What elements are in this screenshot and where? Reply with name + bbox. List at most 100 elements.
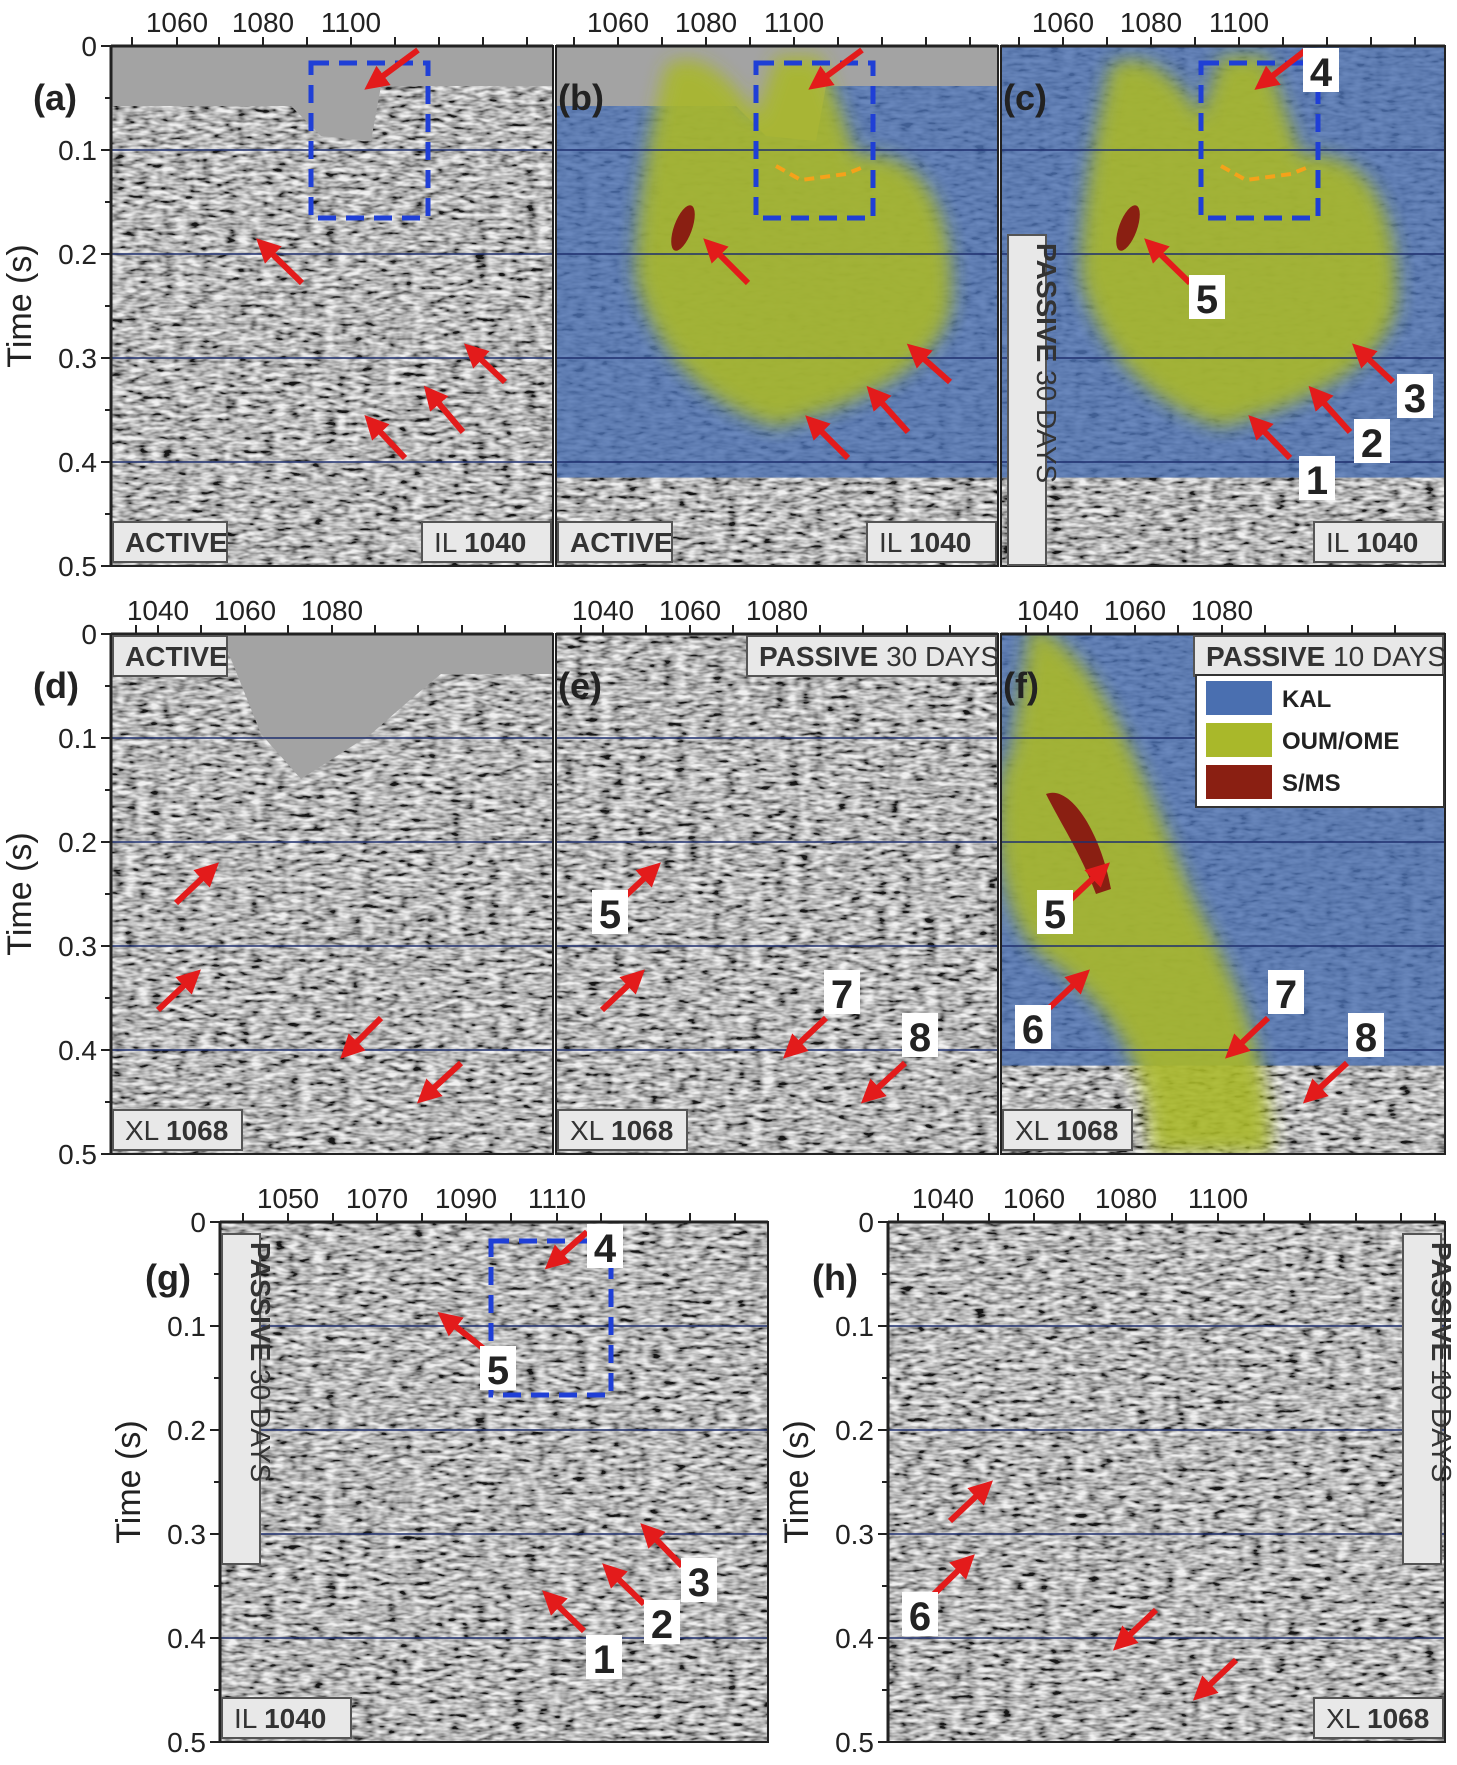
marker-number-box [1189, 275, 1225, 319]
y-tick-label: 0.1 [167, 1311, 206, 1342]
x-tick-label: 1050 [257, 1183, 319, 1214]
marker-number: 7 [1275, 973, 1297, 1017]
panel-tag [866, 521, 997, 563]
red-arrow-icon [805, 415, 851, 461]
oum-ome-body [1081, 56, 1397, 426]
orange-dashed-line [1220, 164, 1312, 183]
panel-tag [557, 521, 673, 563]
red-arrow-icon [256, 238, 305, 286]
panel-tag [421, 521, 552, 563]
panel-tag-label: PASSIVE 10 DAYS [1206, 641, 1446, 672]
x-tick-label: 1070 [346, 1183, 408, 1214]
y-tick-label: 0 [190, 1207, 206, 1238]
mute-zone [111, 46, 553, 141]
s-ms-body [1116, 205, 1140, 251]
y-tick-label: 0.3 [835, 1519, 874, 1550]
x-tick-label: 1080 [232, 7, 294, 38]
legend-swatch [1206, 723, 1272, 757]
panel-tag-label: ACTIVE [125, 527, 228, 558]
oum-ome-body [636, 56, 952, 426]
red-arrow-icon [364, 47, 420, 90]
vertical-tag-label: PASSIVE 30 DAYS [1031, 243, 1062, 483]
x-tick-label: 1060 [1032, 7, 1094, 38]
s-ms-body [671, 205, 695, 251]
y-tick-label: 0 [81, 31, 97, 62]
panel-letter: (h) [812, 1257, 858, 1298]
seismic-section [1001, 46, 1445, 566]
red-arrow-icon [1302, 1060, 1350, 1104]
orange-dashed-line [775, 164, 867, 183]
panel-tag-label: PASSIVE 30 DAYS [759, 641, 999, 672]
marker-number-box [1303, 48, 1339, 92]
panel-letter: (f) [1003, 665, 1039, 706]
marker-number: 1 [593, 1638, 615, 1682]
panel-tag-label: ACTIVE [125, 641, 228, 672]
red-arrow-icon [1308, 385, 1353, 435]
panel-tag [112, 1109, 243, 1151]
marker-number: 5 [1044, 893, 1066, 937]
y-tick-label: 0.5 [58, 551, 97, 582]
seismic-section [111, 46, 553, 566]
marker-number-box [1397, 374, 1433, 418]
panel-letter: (a) [33, 77, 77, 118]
marker-number-box [587, 1224, 623, 1268]
y-tick-label: 0.5 [58, 1139, 97, 1170]
x-tick-label: 1040 [912, 1183, 974, 1214]
x-tick-label: 1040 [1017, 595, 1079, 626]
panel-letter: (e) [558, 665, 602, 706]
panel-c: 1060 1080 1100 (c) IL 1040 PASSIVE 30 DAYS 4 5 3… [1000, 7, 1446, 567]
red-arrow-icon [544, 1229, 589, 1270]
panel-a: 1060 1080 1100 0 0.1 0.2 0.3 0.4 0.5 Time (s) (a) A… [1, 7, 554, 582]
x-tick-label: 1040 [127, 595, 189, 626]
marker-number-box [902, 1592, 938, 1636]
red-arrow-icon [173, 862, 219, 906]
marker-number-box [681, 1558, 717, 1602]
y-axis-label: Time (s) [778, 1420, 816, 1543]
x-tick-label: 1060 [146, 7, 208, 38]
marker-number: 5 [599, 893, 621, 937]
panel-tag-label: XL 1068 [570, 1115, 673, 1146]
legend-swatch [1206, 765, 1272, 799]
red-arrow-icon [947, 1480, 993, 1524]
legend-label: OUM/OME [1282, 728, 1399, 755]
marker-number-box [824, 970, 860, 1014]
panel-tag [557, 1109, 688, 1151]
marker-number-box [592, 890, 628, 934]
red-arrow-icon [364, 415, 408, 461]
panel-b: 1060 1080 1100 (b) ACTIVE IL 1040 [555, 7, 999, 567]
red-arrow-icon [437, 1312, 486, 1352]
marker-number-box [480, 1346, 516, 1390]
seismic-section [220, 1222, 768, 1742]
panel-tag-label: XL 1068 [1326, 1703, 1429, 1734]
vertical-tag [1007, 234, 1047, 566]
panel-tag [746, 635, 997, 677]
y-tick-label: 0.3 [58, 343, 97, 374]
panel-tag [112, 521, 228, 563]
panel-letter: (g) [145, 1257, 191, 1298]
red-arrow-icon [1193, 1657, 1239, 1701]
panel-tag [1313, 521, 1444, 563]
x-tick-label: 1080 [1095, 1183, 1157, 1214]
y-tick-label: 0.2 [167, 1415, 206, 1446]
marker-number: 2 [651, 1603, 673, 1647]
panel-tag-label: ACTIVE [570, 527, 673, 558]
x-tick-label: 1100 [1209, 7, 1269, 38]
red-arrow-icon [703, 238, 751, 286]
marker-number-box [1268, 970, 1304, 1014]
red-arrow-icon [602, 1563, 647, 1607]
red-arrow-icon [599, 969, 645, 1013]
marker-number-box [1015, 1005, 1051, 1049]
x-tick-label: 1080 [301, 595, 363, 626]
y-tick-label: 0.5 [835, 1727, 874, 1758]
red-arrow-icon [640, 1523, 685, 1569]
dashed-box [753, 60, 876, 221]
red-arrow-icon [1144, 238, 1193, 286]
marker-number-box [1348, 1013, 1384, 1057]
x-tick-label: 1060 [1104, 595, 1166, 626]
red-arrow-icon [155, 969, 201, 1013]
mute-zone [221, 634, 553, 779]
legend-swatch [1206, 681, 1272, 715]
red-arrow-icon [423, 385, 466, 434]
marker-number-box [644, 1600, 680, 1644]
marker-number: 6 [1022, 1008, 1044, 1052]
